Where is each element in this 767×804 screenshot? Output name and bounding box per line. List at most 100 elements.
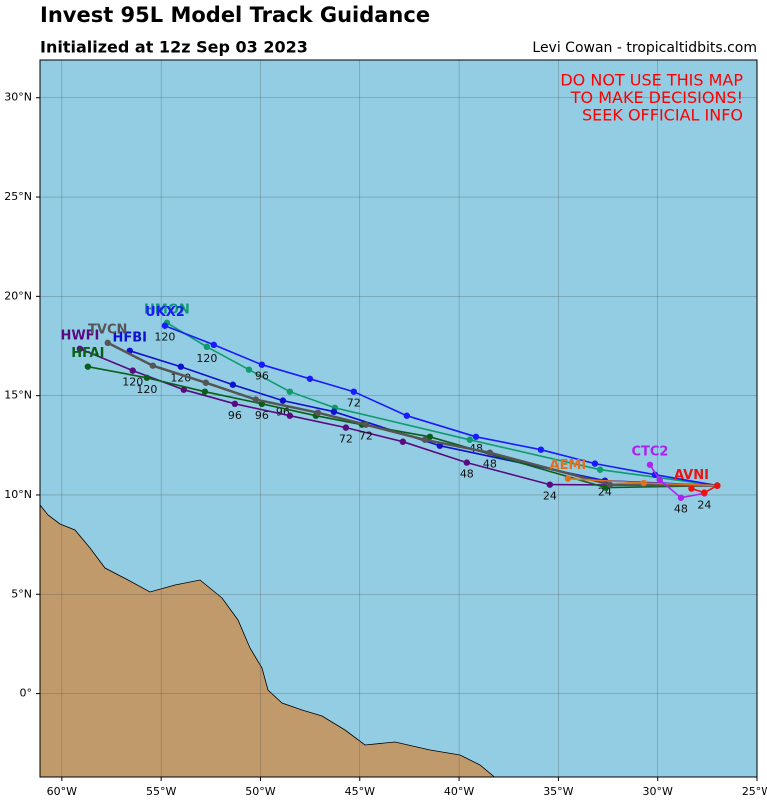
track-line [107, 341, 718, 487]
track-point [210, 341, 217, 349]
warning-text: SEEK OFFICIAL INFO [582, 106, 743, 125]
forecast-hour-label: 72 [347, 397, 361, 410]
map-frame [39, 59, 758, 778]
lon-tick-label: 40°W [444, 785, 474, 798]
title: Invest 95L Model Track Guidance [40, 3, 430, 27]
track-point [646, 461, 654, 468]
lat-tick-label: 15°N [4, 389, 32, 402]
lon-tick-label: 25°W [742, 785, 767, 798]
track-point [656, 476, 663, 484]
track-point [486, 449, 494, 456]
track-point [286, 388, 294, 395]
track-point [677, 494, 685, 501]
lat-tick-label: 0° [20, 687, 33, 700]
track-point [84, 363, 92, 370]
track-point [399, 438, 407, 445]
track-point [231, 400, 239, 408]
track-point [229, 381, 237, 388]
track-point [201, 388, 209, 395]
forecast-hour-label: 120 [154, 331, 175, 344]
track-point [306, 375, 314, 382]
warning-text: DO NOT USE THIS MAP [560, 71, 743, 90]
forecast-hour-label: 96 [255, 409, 269, 422]
track-name: HFBI [113, 330, 148, 345]
forecast-hour-label: 72 [339, 433, 353, 446]
forecast-hour-label: 120 [136, 383, 157, 396]
warning-text: TO MAKE DECISIONS! [570, 88, 743, 107]
track-point [701, 489, 708, 496]
track-point [564, 475, 572, 482]
track-point [596, 466, 604, 473]
track-point [177, 363, 185, 370]
track-point [466, 436, 474, 443]
track-name: AEMI [550, 458, 587, 473]
forecast-hour-label: 48 [483, 458, 497, 471]
lat-tick-label: 30°N [4, 91, 32, 104]
track-name: AVNI [674, 468, 709, 483]
forecast-hour-label: 96 [228, 409, 242, 422]
track-point [314, 409, 322, 416]
track-name: UKX2 [145, 305, 185, 320]
forecast-hour-label: 24 [543, 490, 557, 503]
track-point [203, 343, 211, 350]
track-point [258, 361, 266, 368]
track-point [403, 412, 411, 419]
track-point [640, 479, 647, 487]
lon-tick-label: 35°W [543, 785, 573, 798]
lat-tick-label: 25°N [4, 190, 32, 203]
track-point [161, 322, 169, 329]
forecast-hour-label: 48 [674, 503, 688, 516]
track-name: HMON [144, 302, 190, 317]
forecast-hour-label: 120 [122, 376, 143, 389]
track-point [362, 421, 370, 428]
lon-tick-label: 60°W [47, 785, 77, 798]
lon-tick-label: 50°W [245, 785, 275, 798]
track-point [202, 379, 210, 386]
track-point [606, 481, 614, 488]
track-point [129, 367, 136, 374]
credit: Levi Cowan - tropicaltidbits.com [532, 40, 757, 56]
track-point [143, 374, 151, 381]
track-point [350, 388, 358, 395]
track-point [104, 339, 111, 347]
track-point [279, 397, 287, 404]
track-point [421, 436, 429, 443]
forecast-hour-label: 48 [460, 468, 474, 481]
track-point [180, 386, 187, 393]
track-name: HFAI [71, 346, 104, 361]
track-point [342, 424, 350, 431]
lat-tick-label: 20°N [4, 289, 32, 302]
track-point [714, 482, 721, 489]
track-point [463, 459, 471, 466]
track-point [591, 460, 599, 467]
track-name: TVCN [88, 322, 127, 337]
land [40, 504, 496, 777]
track-line [649, 464, 705, 499]
lon-tick-label: 45°W [345, 785, 375, 798]
track-point [546, 481, 554, 488]
track-point [472, 433, 480, 440]
subtitle: Initialized at 12z Sep 03 2023 [40, 38, 308, 57]
track-point [286, 412, 294, 419]
forecast-hour-label: 96 [255, 370, 269, 383]
forecast-hour-label: 72 [359, 430, 373, 443]
lon-tick-label: 55°W [146, 785, 176, 798]
track-point [76, 345, 84, 352]
lon-tick-label: 30°W [643, 785, 673, 798]
forecast-hour-label: 120 [196, 352, 217, 365]
forecast-hour-label: 24 [697, 498, 711, 511]
track-point [537, 446, 545, 453]
track-point [426, 433, 434, 440]
track-point [149, 362, 157, 369]
track-point [252, 396, 260, 403]
track-name: CTC2 [631, 444, 668, 459]
forecast-hour-label: 120 [170, 372, 191, 385]
track-line [166, 322, 718, 487]
track-point [330, 408, 338, 415]
track-point [688, 485, 695, 492]
track-name: HWFI [60, 328, 99, 343]
track-point [245, 366, 253, 373]
lat-tick-label: 5°N [11, 587, 32, 600]
lat-tick-label: 10°N [4, 488, 32, 501]
